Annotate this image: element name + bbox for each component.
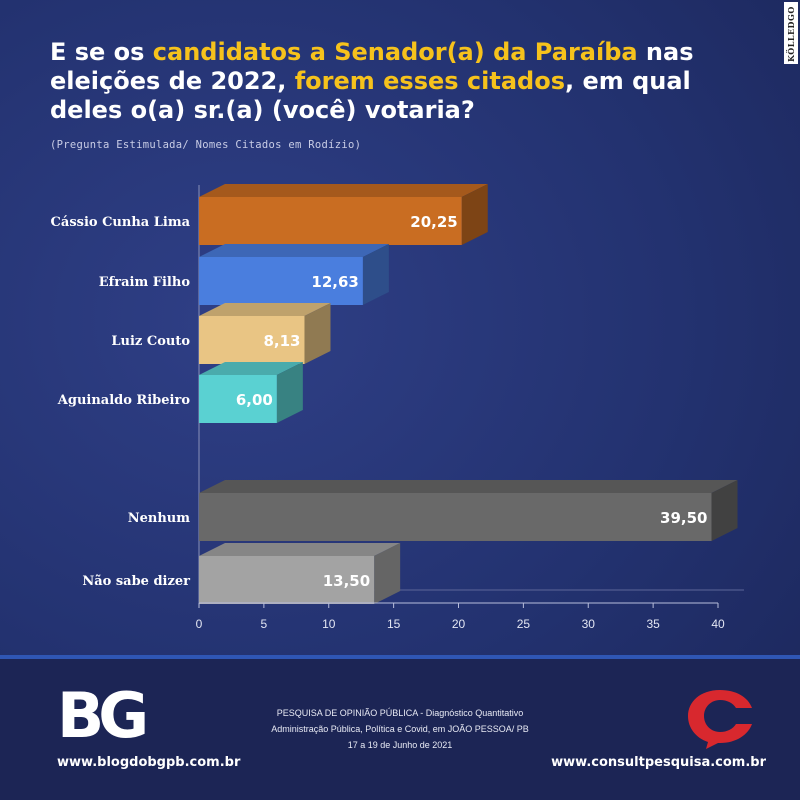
bar-side-1 bbox=[362, 244, 389, 305]
title-part-3: , em qual deles o(a) sr.(a) (você) votar… bbox=[50, 67, 691, 124]
bar-value-label-4: 39,50 bbox=[660, 509, 707, 527]
bar-side-4 bbox=[711, 480, 738, 541]
watermark-stamp: KÖLLEDGO bbox=[784, 2, 798, 64]
footer bbox=[0, 659, 800, 800]
consult-url-link[interactable]: www.consultpesquisa.com.br bbox=[551, 755, 766, 770]
bg-logo: BG bbox=[57, 685, 147, 745]
survey-info-line-3: 17 a 19 de Junho de 2021 bbox=[347, 740, 453, 750]
x-tick-label-6: 30 bbox=[582, 617, 596, 631]
bar-value-label-0: 20,25 bbox=[410, 213, 457, 231]
category-label-4: Nenhum bbox=[128, 511, 191, 526]
title-part-1: E se os bbox=[50, 38, 153, 66]
category-label-5: Não sabe dizer bbox=[82, 574, 190, 589]
x-tick-label-3: 15 bbox=[387, 617, 401, 631]
category-label-3: Aguinaldo Ribeiro bbox=[57, 393, 191, 408]
category-label-0: Cássio Cunha Lima bbox=[51, 215, 191, 230]
bar-side-2 bbox=[304, 303, 331, 364]
chart-title: E se os candidatos a Senador(a) da Paraí… bbox=[50, 38, 730, 125]
survey-info-line-2: Administração Pública, Política e Covid,… bbox=[271, 724, 529, 734]
bar-value-label-3: 6,00 bbox=[236, 391, 273, 409]
bar-4 bbox=[199, 493, 712, 541]
bar-value-label-2: 8,13 bbox=[263, 332, 300, 350]
x-tick-label-1: 5 bbox=[261, 617, 268, 631]
x-tick-label-7: 35 bbox=[646, 617, 660, 631]
category-label-1: Efraim Filho bbox=[99, 275, 191, 290]
title-part-2: nas eleições de 2022, bbox=[50, 38, 694, 95]
bar-0 bbox=[199, 197, 462, 245]
consult-logo-icon bbox=[688, 690, 752, 749]
blog-url-link[interactable]: www.blogdobgpb.com.br bbox=[57, 755, 241, 770]
bar-top-1 bbox=[199, 244, 389, 257]
bar-side-3 bbox=[276, 362, 303, 423]
bar-value-label-1: 12,63 bbox=[311, 273, 358, 291]
bar-2 bbox=[199, 316, 305, 364]
bar-top-5 bbox=[199, 543, 401, 556]
category-label-2: Luiz Couto bbox=[111, 334, 190, 349]
title-highlight-1: candidatos a Senador(a) da Paraíba bbox=[152, 38, 638, 66]
chart-subtitle: (Pregunta Estimulada/ Nomes Citados em R… bbox=[50, 139, 362, 151]
x-tick-label-5: 25 bbox=[517, 617, 531, 631]
x-tick-label-4: 20 bbox=[452, 617, 466, 631]
survey-info-line-1: PESQUISA DE OPINIÃO PÚBLICA - Diagnóstic… bbox=[276, 708, 524, 718]
bar-3 bbox=[199, 375, 277, 423]
bar-side-0 bbox=[461, 184, 488, 245]
bar-side-5 bbox=[374, 543, 401, 604]
title-highlight-2: forem esses citados bbox=[294, 67, 565, 95]
bar-top-2 bbox=[199, 303, 331, 316]
bar-top-3 bbox=[199, 362, 303, 375]
bar-top-0 bbox=[199, 184, 488, 197]
survey-info: PESQUISA DE OPINIÃO PÚBLICA - Diagnóstic… bbox=[240, 705, 560, 753]
x-tick-label-2: 10 bbox=[322, 617, 336, 631]
x-tick-label-8: 40 bbox=[711, 617, 725, 631]
bar-1 bbox=[199, 257, 363, 305]
bar-5 bbox=[199, 556, 375, 604]
x-tick-label-0: 0 bbox=[196, 617, 203, 631]
bar-value-label-5: 13,50 bbox=[323, 572, 370, 590]
footer-divider bbox=[0, 655, 800, 659]
bg-logo-text: BG bbox=[57, 685, 145, 745]
bar-top-4 bbox=[199, 480, 738, 493]
bar-chart: 20,25 Cássio Cunha Lima 12,63 Efraim Filho 8… bbox=[51, 184, 744, 631]
